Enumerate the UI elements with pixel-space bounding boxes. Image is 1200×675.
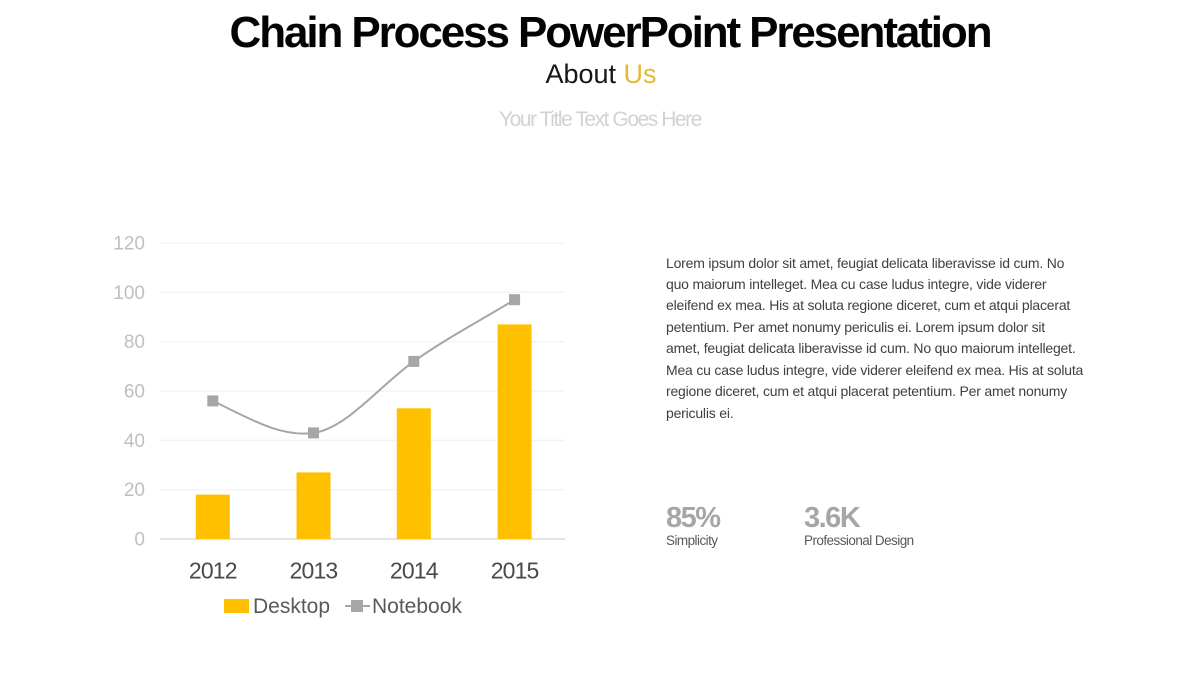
svg-text:60: 60 (124, 382, 145, 403)
svg-text:20: 20 (124, 480, 145, 501)
svg-text:2013: 2013 (290, 558, 338, 584)
svg-text:100: 100 (113, 283, 145, 304)
svg-text:2015: 2015 (491, 558, 539, 584)
svg-text:Desktop: Desktop (253, 595, 330, 618)
svg-text:2012: 2012 (189, 558, 237, 584)
svg-text:Notebook: Notebook (372, 595, 462, 618)
svg-text:40: 40 (124, 431, 145, 452)
svg-text:0: 0 (134, 530, 145, 551)
svg-text:80: 80 (124, 332, 145, 353)
svg-text:120: 120 (113, 234, 145, 255)
svg-text:2014: 2014 (390, 558, 439, 584)
